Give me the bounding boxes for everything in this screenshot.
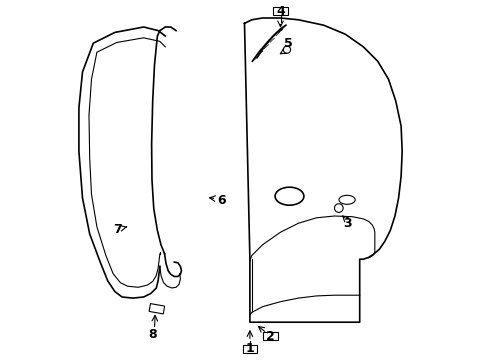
Bar bbox=[242, 345, 257, 353]
Text: 8: 8 bbox=[148, 328, 157, 341]
Text: 6: 6 bbox=[216, 194, 225, 207]
Bar bbox=[273, 7, 287, 15]
Bar bbox=[263, 332, 277, 340]
Text: 2: 2 bbox=[265, 330, 274, 343]
Text: 7: 7 bbox=[113, 223, 122, 236]
Text: 4: 4 bbox=[276, 5, 285, 18]
Text: 3: 3 bbox=[342, 217, 351, 230]
Text: 1: 1 bbox=[245, 342, 254, 355]
Text: 5: 5 bbox=[284, 37, 292, 50]
Bar bbox=[149, 303, 164, 314]
